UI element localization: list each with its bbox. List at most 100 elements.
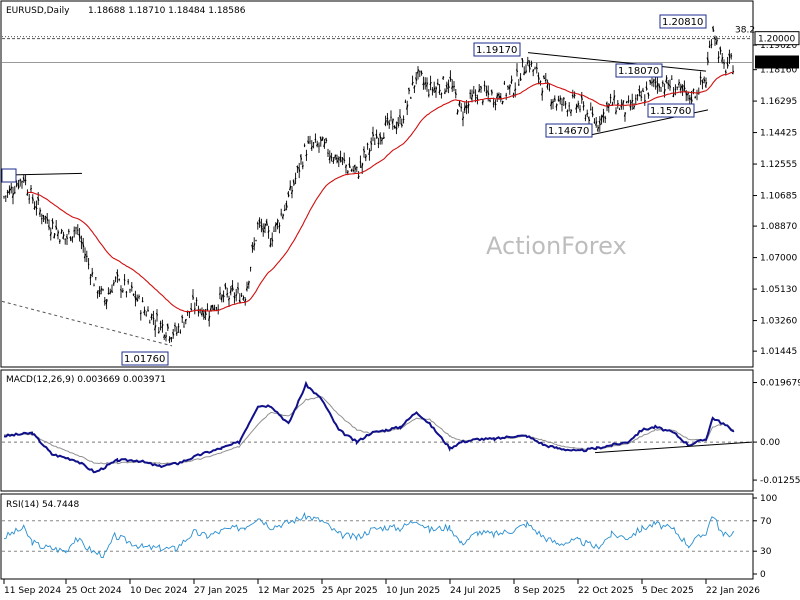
candle-body xyxy=(451,85,454,89)
candle-body xyxy=(265,220,268,226)
candle-body xyxy=(35,206,38,210)
label-high-1: 1.20810 xyxy=(662,17,703,28)
label-low-1-box xyxy=(121,351,169,366)
candle-body xyxy=(202,313,205,319)
candle-body xyxy=(571,94,574,98)
candle-body xyxy=(335,157,339,163)
rsi-panel[interactable] xyxy=(0,493,754,580)
candle-body xyxy=(353,165,357,170)
candle-body xyxy=(24,179,27,182)
candle-body xyxy=(654,81,657,84)
fib-label: 38.2 xyxy=(735,26,755,36)
price-annotations: 1.20810 1.19170 1.18070 1.15760 1.14670 1.017… xyxy=(1,14,707,366)
candle-body xyxy=(200,310,204,316)
candle-body xyxy=(534,67,536,70)
candle-body xyxy=(253,243,256,248)
candle-body xyxy=(53,233,56,239)
candle-body xyxy=(465,104,468,109)
candle-body xyxy=(314,138,317,141)
macd-lines: 0.019679 0.00 -0.012552 xyxy=(2,379,800,486)
label-low-1: 1.01760 xyxy=(124,354,165,365)
candle-body xyxy=(395,126,398,130)
candle-body xyxy=(544,78,547,82)
rsi-title: RSI(14) 54.7448 xyxy=(6,500,79,510)
candle-body xyxy=(699,76,702,79)
candle-body xyxy=(604,116,607,120)
candle-body xyxy=(339,156,342,162)
price-tick-label: 1.10685 xyxy=(760,192,797,202)
price-tick-label: 1.01445 xyxy=(760,347,797,357)
candle-body xyxy=(641,89,645,93)
candle-body xyxy=(37,196,40,201)
candle-body xyxy=(555,103,558,108)
candle-body xyxy=(532,69,535,72)
candle-body xyxy=(625,100,628,104)
candle-body xyxy=(38,209,42,215)
moving-average xyxy=(27,71,734,313)
candle-body xyxy=(514,88,517,92)
candle-body xyxy=(251,244,254,250)
candle-body xyxy=(206,308,209,311)
candle-body xyxy=(445,85,448,89)
candle-body xyxy=(71,236,74,239)
candle-body xyxy=(667,82,670,86)
candle-body xyxy=(100,288,103,292)
candle-body xyxy=(6,191,9,194)
candle-body xyxy=(447,83,450,89)
price-tick-label: 1.08870 xyxy=(760,222,797,232)
candle-body xyxy=(123,279,126,282)
candle-body xyxy=(132,293,135,296)
candle-body xyxy=(561,103,563,106)
candle-body xyxy=(361,163,364,168)
candle-body xyxy=(51,219,54,224)
candle-body xyxy=(413,85,416,89)
candle-body xyxy=(224,284,227,289)
candle-body xyxy=(717,56,720,59)
candle-body xyxy=(559,97,562,102)
candle-body xyxy=(598,120,601,126)
candle-body xyxy=(425,82,429,87)
candle-body xyxy=(701,80,704,84)
candle-body xyxy=(505,94,508,97)
candle-body xyxy=(681,86,684,91)
candle-body xyxy=(245,286,249,291)
candle-body xyxy=(587,117,591,122)
candle-body xyxy=(438,89,441,94)
candle-body xyxy=(318,145,320,147)
candle-body xyxy=(573,94,576,97)
candle-body xyxy=(566,110,569,113)
candle-body xyxy=(600,115,603,121)
candle-body xyxy=(506,85,510,89)
candle-body xyxy=(677,81,681,86)
candle-body xyxy=(260,224,263,228)
candle-body xyxy=(510,79,513,84)
candle-body xyxy=(181,315,184,319)
candle-body xyxy=(188,311,191,314)
candle-body xyxy=(11,193,15,198)
candle-body xyxy=(75,227,77,229)
candle-body xyxy=(195,299,198,302)
candle-body xyxy=(456,110,459,115)
candle-body xyxy=(242,296,245,300)
candle-body xyxy=(589,108,592,111)
candle-body xyxy=(553,97,556,101)
price-panel[interactable] xyxy=(0,0,754,368)
x-tick-label: 22 Jan 2026 xyxy=(706,586,760,596)
candlesticks xyxy=(3,25,735,343)
candle-body xyxy=(398,115,402,119)
candle-body xyxy=(46,216,49,221)
candle-body xyxy=(449,76,452,81)
candle-body xyxy=(217,308,220,311)
candle-body xyxy=(640,94,643,98)
candle-body xyxy=(406,104,409,110)
candle-body xyxy=(110,289,114,293)
candle-body xyxy=(663,88,666,94)
candle-body xyxy=(247,281,250,285)
price-tick-label: 1.18160 xyxy=(760,66,797,76)
candle-body xyxy=(155,312,159,316)
rsi-lines: 100 70 30 0 xyxy=(2,494,777,580)
candle-body xyxy=(474,94,477,97)
label-low-2: 1.14670 xyxy=(548,126,589,137)
candle-body xyxy=(458,101,461,106)
